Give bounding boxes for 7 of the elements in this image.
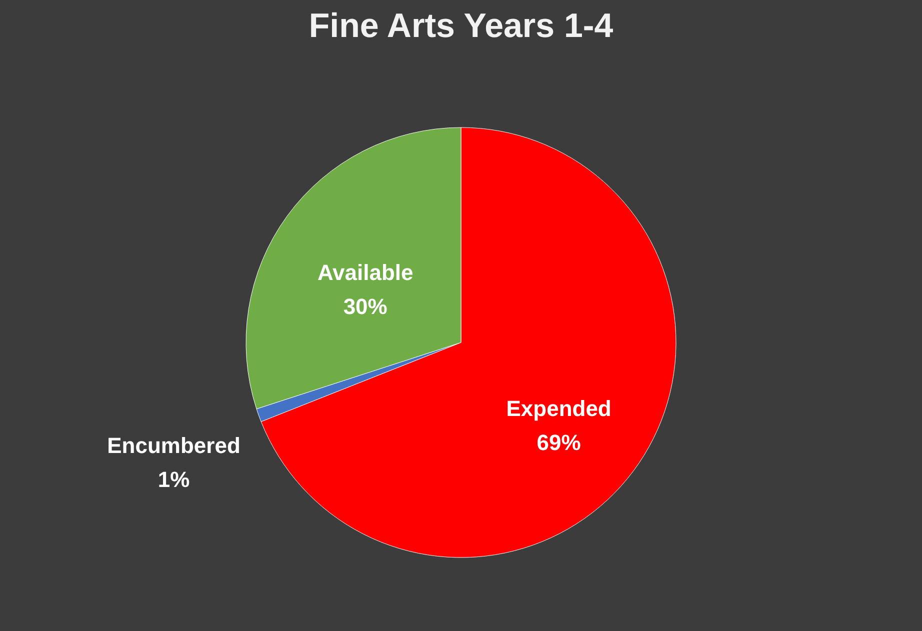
data-label: 1% [158, 466, 190, 492]
chart-title: Fine Arts Years 1-4 [308, 7, 614, 45]
slice-label: Expended [506, 396, 612, 421]
slice-label: Encumbered [107, 432, 240, 458]
slice-label: Available [317, 260, 414, 285]
data-label: 69% [536, 430, 581, 455]
data-label: 30% [343, 294, 388, 319]
